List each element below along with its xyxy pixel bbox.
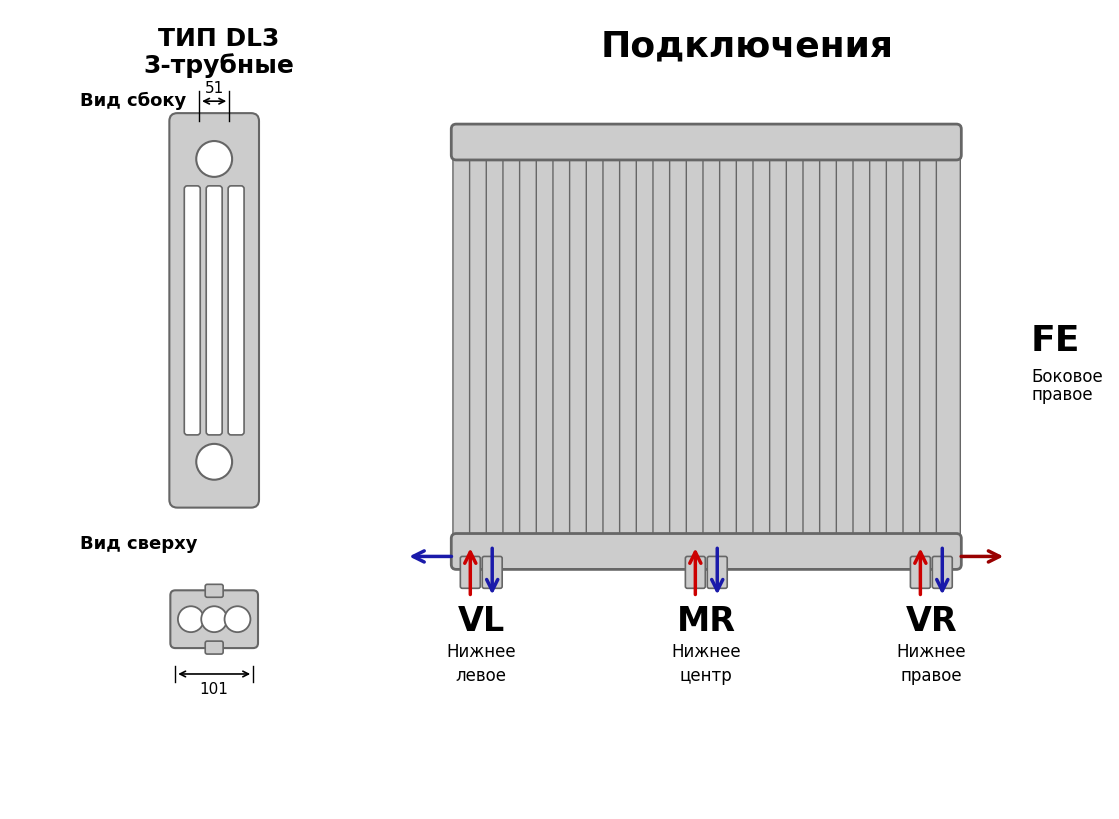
FancyBboxPatch shape bbox=[686, 148, 711, 545]
Text: Подключения: Подключения bbox=[601, 29, 894, 63]
Circle shape bbox=[178, 606, 204, 632]
Circle shape bbox=[225, 606, 251, 632]
Text: Нижнее
центр: Нижнее центр bbox=[671, 643, 741, 685]
FancyBboxPatch shape bbox=[753, 148, 777, 545]
FancyBboxPatch shape bbox=[603, 148, 627, 545]
FancyBboxPatch shape bbox=[685, 556, 705, 588]
Text: VL: VL bbox=[458, 605, 505, 638]
FancyBboxPatch shape bbox=[803, 148, 827, 545]
FancyBboxPatch shape bbox=[787, 148, 810, 545]
Text: правое: правое bbox=[1031, 387, 1092, 405]
Text: Нижнее
левое: Нижнее левое bbox=[446, 643, 516, 685]
FancyBboxPatch shape bbox=[932, 556, 952, 588]
FancyBboxPatch shape bbox=[553, 148, 577, 545]
FancyBboxPatch shape bbox=[453, 148, 477, 545]
Text: ТИП DL3: ТИП DL3 bbox=[159, 27, 280, 52]
FancyBboxPatch shape bbox=[669, 148, 694, 545]
FancyBboxPatch shape bbox=[451, 124, 961, 160]
FancyBboxPatch shape bbox=[653, 148, 677, 545]
FancyBboxPatch shape bbox=[185, 186, 200, 435]
FancyBboxPatch shape bbox=[819, 148, 844, 545]
FancyBboxPatch shape bbox=[637, 148, 660, 545]
FancyBboxPatch shape bbox=[720, 148, 744, 545]
FancyBboxPatch shape bbox=[470, 148, 493, 545]
FancyBboxPatch shape bbox=[937, 148, 960, 545]
FancyBboxPatch shape bbox=[620, 148, 643, 545]
FancyBboxPatch shape bbox=[853, 148, 877, 545]
Circle shape bbox=[196, 444, 232, 480]
FancyBboxPatch shape bbox=[703, 148, 727, 545]
Text: Вид сбоку: Вид сбоку bbox=[79, 92, 186, 111]
FancyBboxPatch shape bbox=[228, 186, 244, 435]
FancyBboxPatch shape bbox=[487, 148, 510, 545]
Text: MR: MR bbox=[677, 605, 736, 638]
FancyBboxPatch shape bbox=[460, 556, 480, 588]
FancyBboxPatch shape bbox=[903, 148, 927, 545]
FancyBboxPatch shape bbox=[206, 186, 223, 435]
FancyBboxPatch shape bbox=[519, 148, 544, 545]
Text: Боковое: Боковое bbox=[1031, 369, 1103, 387]
FancyBboxPatch shape bbox=[205, 584, 223, 597]
Circle shape bbox=[201, 606, 227, 632]
FancyBboxPatch shape bbox=[451, 533, 961, 569]
FancyBboxPatch shape bbox=[736, 148, 760, 545]
Text: 3-трубные: 3-трубные bbox=[143, 53, 294, 78]
Text: 101: 101 bbox=[200, 682, 228, 698]
FancyBboxPatch shape bbox=[886, 148, 911, 545]
FancyBboxPatch shape bbox=[169, 113, 258, 508]
Text: 51: 51 bbox=[205, 81, 224, 96]
Circle shape bbox=[196, 141, 232, 177]
FancyBboxPatch shape bbox=[770, 148, 793, 545]
FancyBboxPatch shape bbox=[482, 556, 502, 588]
FancyBboxPatch shape bbox=[836, 148, 861, 545]
FancyBboxPatch shape bbox=[205, 641, 223, 654]
FancyBboxPatch shape bbox=[586, 148, 610, 545]
FancyBboxPatch shape bbox=[502, 148, 527, 545]
Text: Нижнее
правое: Нижнее правое bbox=[896, 643, 966, 685]
Text: VR: VR bbox=[905, 605, 957, 638]
FancyBboxPatch shape bbox=[536, 148, 561, 545]
Text: FE: FE bbox=[1031, 324, 1081, 358]
FancyBboxPatch shape bbox=[570, 148, 593, 545]
Text: Вид сверху: Вид сверху bbox=[79, 536, 197, 554]
FancyBboxPatch shape bbox=[911, 556, 930, 588]
FancyBboxPatch shape bbox=[170, 590, 258, 648]
FancyBboxPatch shape bbox=[920, 148, 943, 545]
FancyBboxPatch shape bbox=[707, 556, 727, 588]
FancyBboxPatch shape bbox=[869, 148, 894, 545]
